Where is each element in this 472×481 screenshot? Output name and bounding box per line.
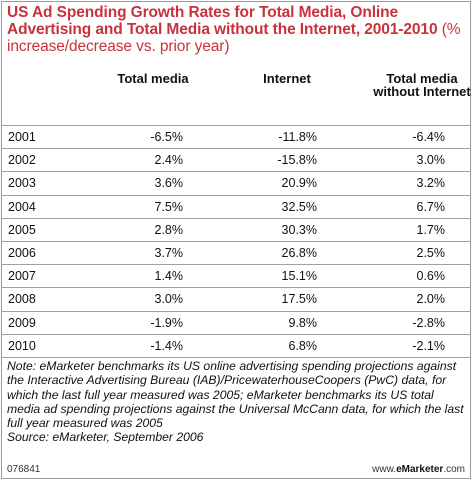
footnote: Note: eMarketer benchmarks its US online… <box>7 359 469 445</box>
table-cell: 2.0% <box>416 292 446 307</box>
table-cell: 3.7% <box>154 246 184 260</box>
table-rule <box>2 125 470 126</box>
table-rule <box>2 333 470 335</box>
row-year: 2009 <box>8 315 36 330</box>
table-cell: 17.5% <box>281 292 317 307</box>
table-cell: 32.5% <box>281 199 317 214</box>
table-row: 2004 7.5% 32.5% 6.7% <box>2 195 470 219</box>
table-rule <box>2 357 470 358</box>
table-row: 2002 2.4% -15.8% 3.0% <box>2 148 470 172</box>
table-rule <box>2 310 470 312</box>
title-text: US Ad Spending Growth Rates for Total Me… <box>7 4 438 38</box>
chart-id: 076841 <box>7 464 41 475</box>
table-cell: 0.6% <box>416 269 446 284</box>
table-row: 2009 -1.9% 9.8% -2.8% <box>2 311 470 335</box>
table-cell: 30.3% <box>281 222 317 237</box>
title-subtitle: (% increase/decrease vs. prior year) <box>7 21 461 55</box>
table-rule <box>2 264 470 266</box>
table-rule <box>2 148 470 150</box>
table-rule <box>2 217 470 219</box>
row-year: 2007 <box>8 269 36 284</box>
table-rule <box>2 241 470 242</box>
row-year: 2008 <box>8 292 36 307</box>
table-cell: 7.5% <box>154 199 184 214</box>
table-row: 2010 -1.4% 6.8% -2.1% <box>2 334 470 358</box>
site-suffix: .com <box>443 464 465 475</box>
column-header-internet: Internet <box>263 71 311 86</box>
table-cell: 1.4% <box>154 269 184 284</box>
table-cell: 2.8% <box>154 222 184 237</box>
table-cell: -6.5% <box>150 130 183 144</box>
table-cell: 26.8% <box>281 246 317 260</box>
table-cell: 6.7% <box>416 199 446 214</box>
note-text: Note: eMarketer benchmarks its US online… <box>7 359 464 431</box>
table-cell: 2.5% <box>416 246 446 260</box>
table-cell: 20.9% <box>281 176 317 191</box>
row-year: 2003 <box>8 176 36 191</box>
site-prefix: www. <box>372 464 397 475</box>
table-cell: -6.4% <box>412 130 445 144</box>
column-header-total-media: Total media <box>117 71 189 86</box>
table-cell: 6.8% <box>288 338 318 353</box>
table-cell: 15.1% <box>281 269 317 284</box>
column-header-total-media-without-internet: Total media without Internet <box>373 71 471 99</box>
table-cell: -15.8% <box>277 153 317 168</box>
row-year: 2010 <box>8 338 36 353</box>
source-text: Source: eMarketer, September 2006 <box>7 430 204 445</box>
table-cell: -2.1% <box>412 338 445 353</box>
table-cell: 2.4% <box>154 153 184 168</box>
chart-title: US Ad Spending Growth Rates for Total Me… <box>7 4 467 55</box>
row-year: 2004 <box>8 199 36 214</box>
site-brand: eMarketer <box>396 464 444 475</box>
table-row: 2005 2.8% 30.3% 1.7% <box>2 218 470 242</box>
table-cell: 9.8% <box>288 315 318 330</box>
table-rule <box>2 171 470 173</box>
table-rule <box>2 287 470 289</box>
table-cell: -2.8% <box>412 315 445 330</box>
row-year: 2001 <box>8 130 36 144</box>
row-year: 2006 <box>8 246 36 260</box>
table-row: 2006 3.7% 26.8% 2.5% <box>2 241 470 265</box>
site-credit: www.eMarketer.com <box>372 464 465 475</box>
table-cell: -1.9% <box>150 315 183 330</box>
table-cell: -1.4% <box>150 338 183 353</box>
table-rule <box>2 194 470 196</box>
table-row: 2001 -6.5% -11.8% -6.4% <box>2 125 470 149</box>
table-cell: 3.6% <box>154 176 184 191</box>
table-row: 2008 3.0% 17.5% 2.0% <box>2 287 470 311</box>
table-row: 2007 1.4% 15.1% 0.6% <box>2 264 470 288</box>
table-cell: 3.0% <box>416 153 446 168</box>
table-row: 2003 3.6% 20.9% 3.2% <box>2 171 470 195</box>
table-cell: 3.2% <box>416 176 446 191</box>
row-year: 2002 <box>8 153 36 168</box>
table-cell: -11.8% <box>278 130 317 144</box>
table-cell: 3.0% <box>154 292 184 307</box>
row-year: 2005 <box>8 222 36 237</box>
table-cell: 1.7% <box>416 222 446 237</box>
